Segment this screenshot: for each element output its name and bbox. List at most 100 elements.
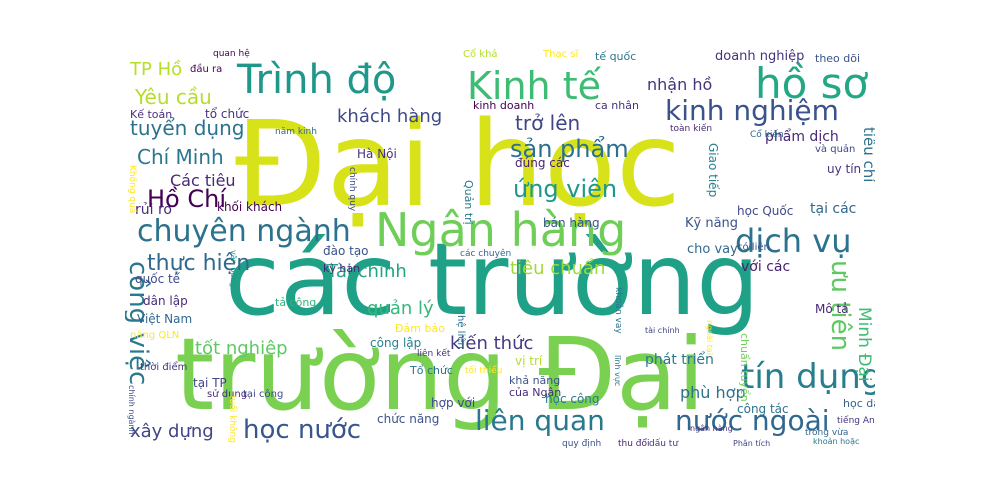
word-quan-he: quan hệ (213, 49, 250, 59)
word-viet-nam: Việt Nam (137, 312, 193, 326)
word-rui-ro: rủi ro (135, 202, 172, 218)
word-vi-tri: vị trí (515, 354, 543, 368)
word-cong-lap: công lập (370, 336, 422, 350)
word-toan-kien: toàn kiến (670, 124, 713, 134)
word-chuyen-nganh: chuyên ngành (137, 214, 351, 249)
word-khoan-hoac: khoản hoặc (813, 437, 860, 446)
word-kha-nang: khả năng (509, 374, 561, 387)
word-phan-tich: Phân tích (733, 439, 771, 448)
word-cong-viec: công việc (125, 261, 153, 386)
word-phat-trien: phát triển (645, 352, 714, 368)
word-co-kha: Cổ khả (463, 49, 498, 60)
word-co-lien: có liên (737, 242, 770, 253)
word-thuc-hien: thực hiện (147, 251, 251, 276)
word-tieu-chi: tiêu chí (860, 127, 875, 183)
word-nam-kinh: năm kinh (275, 127, 317, 137)
word-chi-minh: Chí Minh (137, 145, 224, 169)
word-kinh-te: Kinh tế (467, 64, 602, 108)
word-khach-hang: khách hàng (337, 106, 443, 127)
word-hop-voi: hợp với (431, 396, 476, 410)
word-nhan-ho: nhận hồ (647, 75, 713, 94)
word-cac-truong: các trường (225, 221, 760, 338)
word-ta-cong: tả công (275, 296, 317, 309)
word-cac-tieu: Các tiêu (170, 171, 236, 190)
word-dau-tu: dấu tư (649, 439, 679, 449)
word-ca-nhan: ca nhân (595, 99, 639, 112)
word-tin-dung: tín dụng (741, 357, 875, 397)
word-tieng-anh: tiếng Anh (837, 416, 875, 426)
word-xay-dung: xây dựng (130, 421, 214, 442)
word-mo-ta: Mô tả (815, 302, 849, 316)
word-tuoi-khong: tuổi không (227, 395, 237, 443)
word-tot-nghiep: tốt nghiệp (195, 338, 288, 359)
word-su-dung: sử dụng (207, 389, 248, 400)
word-ung-vien: ứng viên (513, 175, 618, 203)
word-to-chuc-1: Tổ chức (410, 364, 453, 377)
word-tai-tp: tại TP (193, 376, 227, 390)
word-dich-vu: dịch vụ (735, 222, 852, 260)
word-hoc-nuoc: học nước (243, 415, 362, 445)
word-kinh-nghiem: kinh nghiệm (665, 94, 839, 127)
word-kinh-doanh: kinh doanh (473, 99, 535, 112)
word-khong-qua: Khống quá (127, 165, 137, 214)
word-minh-dai: Minh Đại (854, 307, 874, 382)
word-dai-hoc: Đại học (235, 95, 681, 233)
word-thu-doi: thu đổi (618, 439, 650, 449)
word-lien-ket: liên kết (417, 349, 451, 359)
word-kien-thuc: kiến thức (450, 333, 534, 354)
word-doanh-nghiep: doanh nghiệp (715, 49, 805, 64)
word-toi-thieu: tối thiểu (465, 366, 503, 376)
word-hoc-cong: học công (545, 392, 600, 406)
word-cho-vay: cho vay (687, 242, 738, 257)
word-lien-quan: liên quan (475, 404, 605, 437)
word-ho-so: hồ sơ (755, 59, 869, 108)
word-truong-dai: trường Đại (175, 316, 706, 433)
word-tai-cong: tại công (243, 389, 284, 400)
word-quoc-te: quốc tế (135, 272, 181, 286)
word-chinh-quy: chính quy (347, 167, 357, 212)
word-dam-bao: Đảm bảo (395, 322, 445, 335)
word-trinh-do: Trình độ (237, 57, 397, 103)
word-hoc-quoc: học Quốc (737, 204, 794, 218)
word-te-quoc: tế quốc (595, 50, 637, 63)
word-tai-chinh: Tài chính (327, 261, 407, 282)
word-ngan-hang: Ngân hàng (375, 203, 627, 257)
word-quy-dinh: quy định (562, 439, 602, 449)
word-tuyen-dung: tuyển dụng (130, 116, 245, 140)
word-quan-tri: Quản trị (462, 180, 475, 225)
word-ha-noi: Hà Nội (357, 147, 397, 161)
word-theo-doi: theo dõi (815, 52, 861, 65)
word-nang-qln: năng QLN (130, 330, 180, 341)
word-uu-tien: ưu tiên (825, 260, 855, 352)
word-pham-dich: phẩm dịch (765, 129, 839, 145)
word-ngan-hang-2: ngân hàng (690, 424, 733, 433)
word-ke-toan: Kế toán (130, 108, 173, 121)
word-to-chuc-2: tổ chức (205, 107, 250, 121)
word-khoan-vay: khoản vay (613, 287, 623, 334)
word-khoi-khach: khối khách (217, 200, 283, 214)
word-co-kien: Cổ kiến (750, 130, 784, 140)
word-chuan-tuyen: chuẩn tuyển (738, 333, 751, 402)
word-hoc-dan: học dân (843, 397, 875, 410)
word-yeu-cau: Yêu cầu (135, 85, 212, 109)
word-dao-tao: đào tạo (323, 244, 369, 258)
word-dung-cac: đúng các (515, 156, 570, 170)
word-thac-si: Thạc sĩ (543, 49, 579, 60)
word-trong-vua: trong vừa (805, 428, 849, 438)
word-thoi-diem: thời điểm (140, 362, 188, 373)
word-cac-chuyen: các chuyên (460, 249, 512, 259)
word-ban-hang: bán hàng (543, 216, 600, 230)
word-phu-hop: phù hợp (680, 383, 746, 402)
word-he-lien: hệ liên (455, 315, 466, 349)
word-tro-len: trở lên (515, 111, 581, 135)
word-chinh-nganh: chính ngành (127, 385, 136, 435)
word-nuoc-ngoai: nước ngoài (675, 404, 830, 437)
word-uy-tin: uy tín (827, 162, 862, 176)
word-va-quan: và quản (815, 144, 856, 155)
word-ngoai-tai: ngoài tại (705, 320, 714, 355)
word-cloud: Đại học các trường trường Đại Ngân hàng … (125, 45, 875, 455)
word-cong-tac: công tác (737, 402, 789, 416)
word-linh-vuc: lĩnh vực (613, 355, 622, 387)
word-ky-han: kỳ hạn (323, 262, 361, 275)
word-dan-lap: dân lập (143, 294, 188, 308)
